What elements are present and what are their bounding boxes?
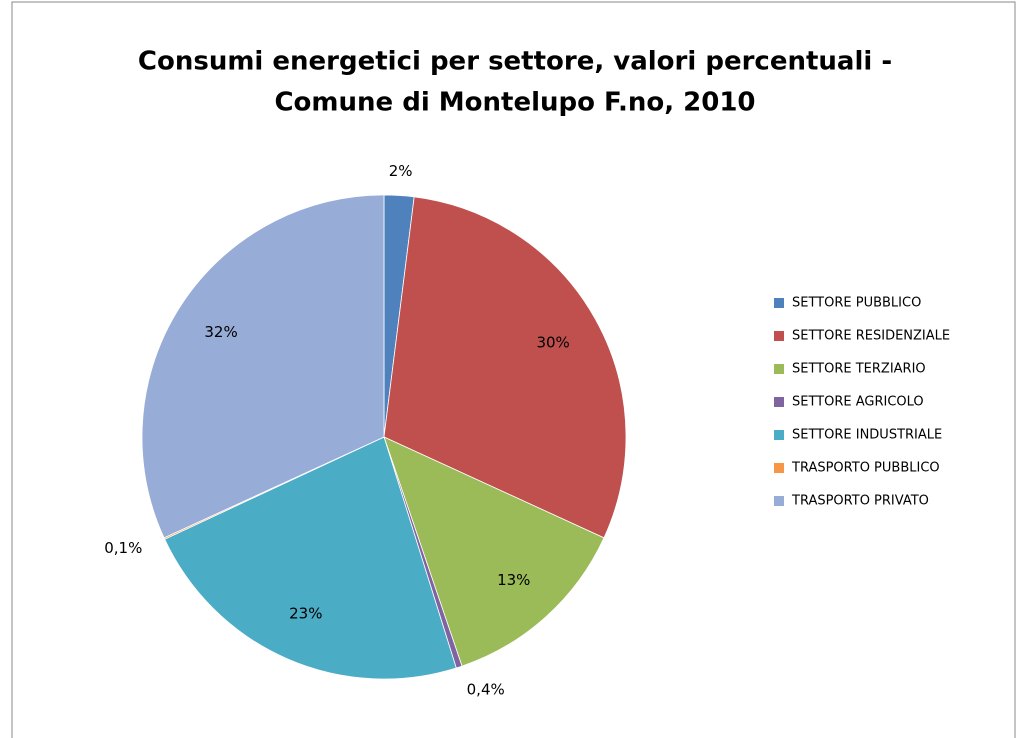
chart-title: Consumi energetici per settore, valori p… <box>138 47 892 77</box>
pie-slice <box>141 194 385 539</box>
legend-label: SETTORE RESIDENZIALE <box>792 329 950 344</box>
pie-slice <box>383 196 627 539</box>
legend-swatch <box>774 298 784 308</box>
legend-swatch <box>774 430 784 440</box>
legend-swatch <box>774 397 784 407</box>
data-label: 13% <box>497 571 530 589</box>
data-label: 30% <box>536 333 569 351</box>
data-label: 23% <box>289 605 322 623</box>
legend-swatch <box>774 496 784 506</box>
legend-label: TRASPORTO PUBBLICO <box>791 461 940 476</box>
legend-swatch <box>774 364 784 374</box>
legend-swatch <box>774 331 784 341</box>
legend-swatch <box>774 463 784 473</box>
data-label: 32% <box>204 323 237 341</box>
legend-label: SETTORE PUBBLICO <box>792 296 921 311</box>
pie-slice <box>164 436 457 680</box>
legend-label: TRASPORTO PRIVATO <box>791 494 929 509</box>
legend-label: SETTORE INDUSTRIALE <box>792 428 942 443</box>
chart-title: Comune di Montelupo F.no, 2010 <box>274 88 755 118</box>
data-label: 0,4% <box>467 681 505 699</box>
legend-label: SETTORE AGRICOLO <box>792 395 924 410</box>
data-label: 2% <box>389 162 413 180</box>
legend-label: SETTORE TERZIARIO <box>792 362 926 377</box>
data-label: 0,1% <box>104 539 142 557</box>
pie-slice <box>383 436 605 667</box>
